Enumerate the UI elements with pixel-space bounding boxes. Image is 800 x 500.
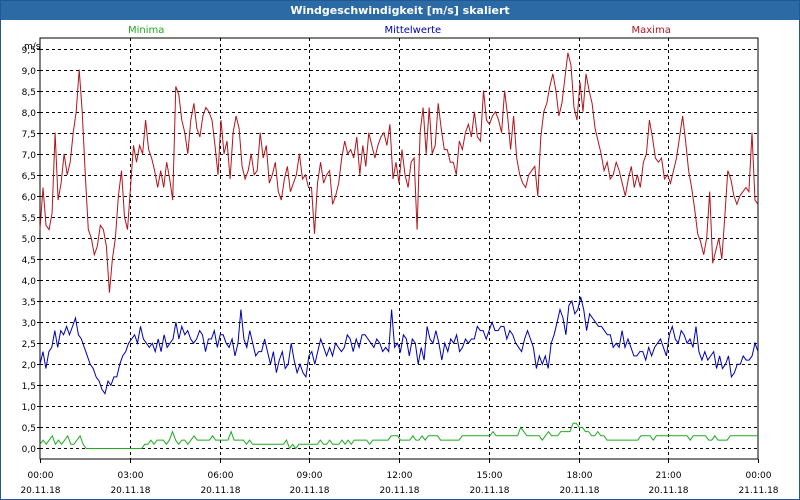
series-line-maxima xyxy=(39,52,759,293)
x-tick-time-label: 18:00 xyxy=(567,471,593,481)
y-tick-label: 0,5 xyxy=(22,424,36,434)
y-tick-label: 4,5 xyxy=(22,256,36,266)
y-tick-label: 7,5 xyxy=(22,130,36,140)
x-tick-time-label: 09:00 xyxy=(297,471,323,481)
x-tick-date-label: 20.11.18 xyxy=(559,486,599,496)
y-tick-label: 6,5 xyxy=(22,172,36,182)
y-tick-label: 9,5 xyxy=(22,46,36,56)
x-tick-time-label: 21:00 xyxy=(656,471,682,481)
legend-minima: Minima xyxy=(128,25,165,36)
x-tick-date-label: 20.11.18 xyxy=(648,486,688,496)
legend-mittelwerte: Mittelwerte xyxy=(384,25,442,36)
x-tick-date-label: 21.11.18 xyxy=(738,486,778,496)
window-title: Windgeschwindigkeit [m/s] skaliert xyxy=(1,1,799,20)
series-line-mittelwerte xyxy=(39,296,759,395)
x-tick-date-label: 20.11.18 xyxy=(110,486,150,496)
y-axis-label: m/s xyxy=(24,42,41,52)
y-tick-label: 3,0 xyxy=(22,319,37,329)
y-tick-label: 7,0 xyxy=(22,151,37,161)
x-tick-time-label: 06:00 xyxy=(208,471,234,481)
y-tick-label: 8,0 xyxy=(22,109,37,119)
y-tick-label: 6,0 xyxy=(22,193,37,203)
x-tick-time-label: 00:00 xyxy=(746,471,772,481)
y-tick-label: 2,5 xyxy=(22,340,36,350)
x-tick-date-label: 20.11.18 xyxy=(200,486,240,496)
y-tick-label: 4,0 xyxy=(22,277,37,287)
x-tick-time-label: 15:00 xyxy=(477,471,503,481)
y-tick-label: 2,0 xyxy=(22,361,37,371)
y-tick-label: 1,5 xyxy=(22,382,36,392)
y-tick-label: 5,5 xyxy=(22,214,36,224)
x-tick-time-label: 12:00 xyxy=(387,471,413,481)
x-tick-time-label: 00:00 xyxy=(28,471,54,481)
legend-maxima: Maxima xyxy=(631,25,671,36)
x-tick-date-label: 20.11.18 xyxy=(469,486,509,496)
y-tick-label: 9,0 xyxy=(22,67,37,77)
y-tick-label: 0,0 xyxy=(22,445,37,455)
x-tick-time-label: 03:00 xyxy=(118,471,144,481)
y-tick-label: 5,0 xyxy=(22,235,37,245)
series-line-minima xyxy=(39,422,758,450)
x-tick-date-label: 20.11.18 xyxy=(289,486,329,496)
y-tick-label: 3,5 xyxy=(22,298,36,308)
x-tick-date-label: 20.11.18 xyxy=(20,486,60,496)
x-tick-date-label: 20.11.18 xyxy=(379,486,419,496)
y-tick-label: 8,5 xyxy=(22,88,36,98)
y-tick-label: 1,0 xyxy=(22,403,37,413)
